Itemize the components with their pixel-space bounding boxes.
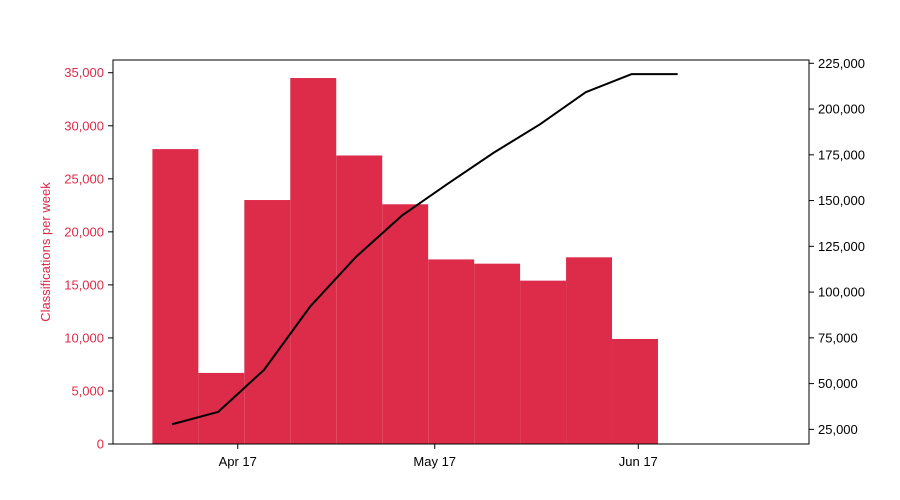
right-tick-label: 50,000	[818, 376, 858, 391]
x-tick-label: Jun 17	[619, 454, 658, 469]
x-axis: Apr 17 May 17 Jun 17	[219, 444, 658, 469]
bar	[520, 280, 567, 444]
bar	[612, 338, 658, 444]
line-series	[171, 73, 678, 426]
right-tick-label: 175,000	[818, 147, 865, 162]
bar	[474, 263, 521, 444]
right-tick-label: 150,000	[818, 193, 865, 208]
x-tick-label: Apr 17	[219, 454, 257, 469]
bar	[290, 78, 337, 444]
right-tick-label: 75,000	[818, 330, 858, 345]
left-tick-label: 30,000	[64, 118, 104, 133]
bar-series	[152, 78, 658, 444]
left-tick-label: 20,000	[64, 224, 104, 239]
right-tick-label: 25,000	[818, 422, 858, 437]
left-tick-label: 35,000	[64, 65, 104, 80]
bar	[566, 257, 613, 444]
left-axis: 0 5,000 10,000 15,000 20,000 25,000 30,000 35,0…	[64, 65, 113, 452]
left-tick-label: 15,000	[64, 277, 104, 292]
left-tick-label: 25,000	[64, 171, 104, 186]
left-axis-label: Classifications per week	[38, 182, 53, 322]
x-tick-label: May 17	[413, 454, 456, 469]
right-tick-label: 100,000	[818, 285, 865, 300]
left-tick-label: 0	[97, 437, 104, 452]
bar	[244, 200, 291, 444]
right-tick-label: 200,000	[818, 102, 865, 117]
right-tick-label: 225,000	[818, 56, 865, 71]
right-tick-label: 125,000	[818, 239, 865, 254]
left-tick-label: 10,000	[64, 330, 104, 345]
left-tick-label: 5,000	[71, 383, 104, 398]
bar	[152, 149, 199, 444]
bar	[336, 155, 383, 444]
bar	[428, 259, 475, 444]
cumulative-line	[171, 73, 678, 426]
plot-frame	[112, 59, 810, 445]
right-axis: 25,000 50,000 75,000 100,000 125,000 150,000 1…	[809, 56, 865, 437]
bar	[382, 204, 429, 444]
